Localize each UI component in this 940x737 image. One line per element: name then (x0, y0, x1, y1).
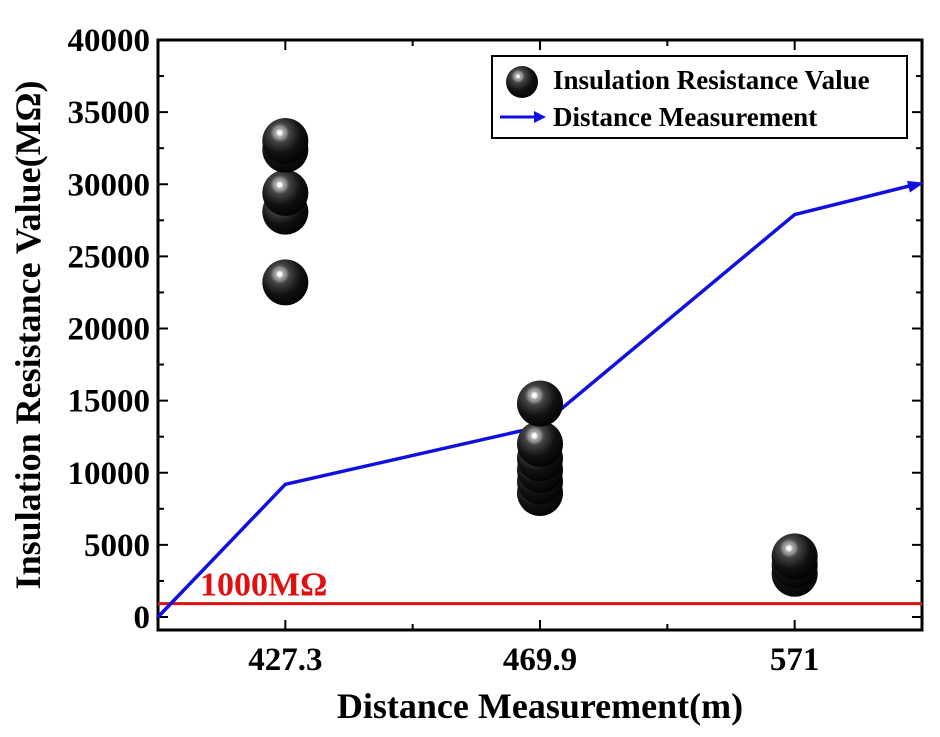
y-tick-label: 35000 (68, 95, 151, 131)
y-tick-label: 20000 (68, 312, 151, 348)
scatter-point (262, 259, 309, 306)
x-axis-title: Distance Measurement(m) (337, 686, 743, 726)
y-tick-label: 15000 (68, 384, 151, 420)
scatter-point (771, 533, 818, 580)
legend-box (491, 55, 908, 139)
y-tick-label: 30000 (68, 167, 151, 203)
threshold-label: 1000MΩ (200, 567, 327, 604)
legend-marker-scatter (506, 66, 538, 98)
distance-line-arrowhead (907, 180, 924, 193)
y-tick-label: 25000 (68, 239, 151, 275)
y-tick-label: 5000 (84, 528, 150, 564)
x-tick-label: 427.3 (248, 642, 322, 678)
y-tick-label: 40000 (68, 23, 151, 59)
x-axis: 427.3 469.9 571 (248, 40, 819, 678)
y-tick-label: 10000 (68, 456, 151, 492)
legend-marker-arrow (534, 111, 546, 123)
x-tick-label: 571 (770, 642, 820, 678)
legend-ball-icon (506, 66, 538, 98)
threshold-layer: 1000MΩ (158, 567, 922, 606)
scatter-point (262, 117, 309, 164)
legend-label-insulation: Insulation Resistance Value (553, 65, 870, 95)
scatter-series-insulation-resistance (262, 117, 818, 597)
y-axis-title: Insulation Resistance Value(MΩ) (8, 81, 48, 590)
y-axis: 0 5000 10000 15000 20000 25000 30000 35000 40000 (68, 23, 922, 636)
y-tick-label: 0 (134, 600, 151, 636)
x-tick-label: 469.9 (503, 642, 577, 678)
legend-label-distance: Distance Measurement (553, 102, 817, 132)
scatter-point (517, 380, 563, 427)
scatter-point (262, 169, 309, 216)
scatter-point (517, 420, 563, 467)
legend: Insulation Resistance Value Distance Mea… (491, 55, 908, 139)
